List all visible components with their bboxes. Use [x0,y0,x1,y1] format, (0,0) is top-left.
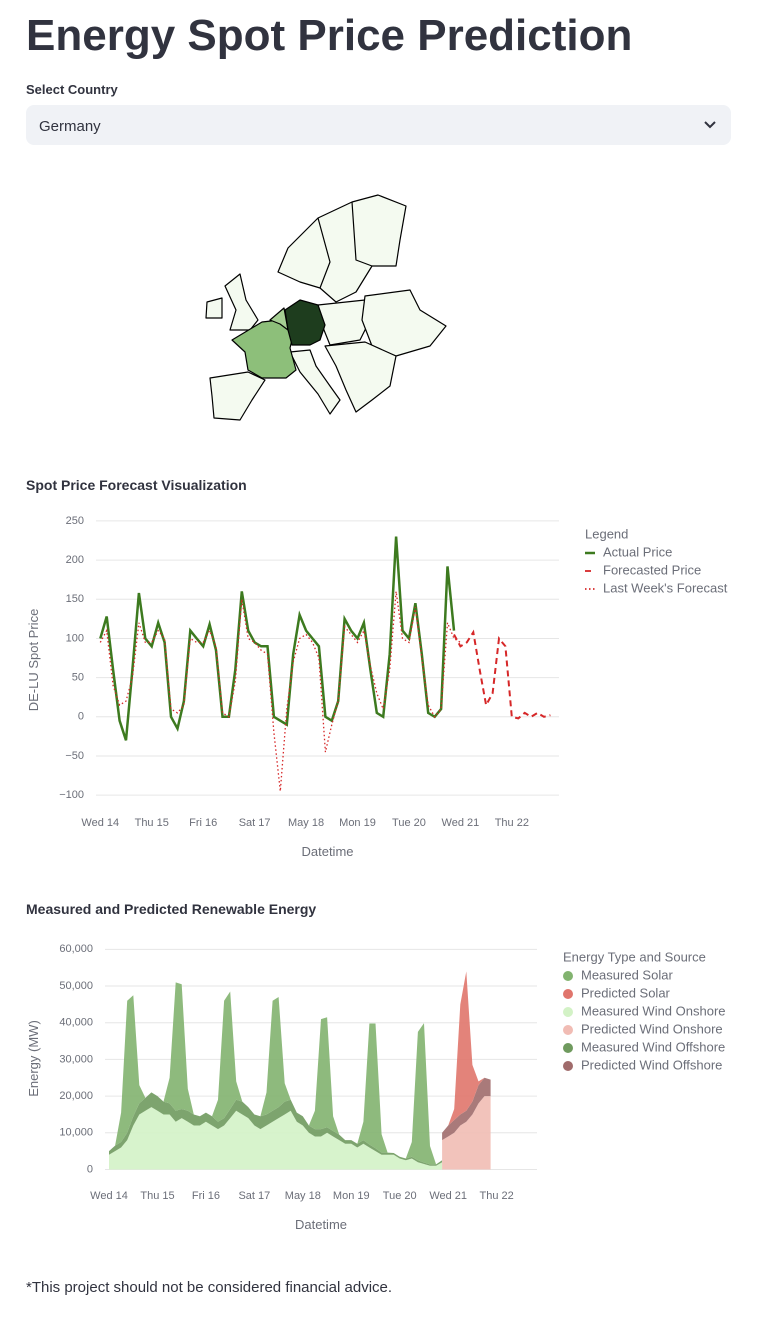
y-tick-label: 200 [66,554,84,566]
x-tick-label: Mon 19 [333,1190,370,1202]
chart-title: Measured and Predicted Renewable Energy [26,901,316,917]
select-value[interactable]: Germany [39,118,101,135]
country [317,299,371,346]
energy-area [442,971,491,1133]
y-tick-label: 0 [78,711,84,723]
x-tick-label: Thu 15 [135,817,169,829]
y-tick-label: 60,000 [59,943,93,955]
legend-title: Energy Type and Source [563,949,706,964]
x-tick-label: Sat 17 [238,1190,270,1202]
legend-label: Predicted Wind Offshore [581,1057,722,1072]
y-tick-label: 50 [72,672,84,684]
select-box[interactable] [26,105,731,145]
x-axis-title: Datetime [295,1217,347,1232]
legend-label: Forecasted Price [603,562,701,577]
x-tick-label: Thu 22 [495,817,529,829]
y-tick-label: 0 [87,1163,93,1175]
legend-label: Measured Wind Offshore [581,1039,725,1054]
y-tick-label: 50,000 [59,980,93,992]
page-title: Energy Spot Price Prediction [26,11,632,60]
y-tick-label: 150 [66,593,84,605]
border [317,201,373,289]
x-tick-label: Tue 20 [383,1190,417,1202]
price-line [453,629,551,720]
y-axis-title: Energy (MW) [26,1020,41,1097]
country [324,341,397,413]
y-tick-label: 100 [66,632,84,644]
y-tick-label: 40,000 [59,1017,93,1029]
chevron[interactable] [704,121,716,129]
y-tick-label: 250 [66,515,84,527]
country [224,273,259,331]
chart-title: Spot Price Forecast Visualization [26,477,247,493]
select-label: Select Country [26,82,119,97]
europe-map [205,194,447,421]
energy-area [109,982,443,1165]
legend: Legend Actual Price Forecasted Price Last W… [585,526,728,595]
legend-title: Legend [585,526,628,541]
energy-area [442,1077,491,1141]
country [289,349,341,415]
x-axis-title: Datetime [301,844,353,859]
x-tick-label: Fri 16 [189,817,217,829]
footnote: *This project should not be considered f… [26,1279,392,1296]
price-line [99,591,461,792]
y-tick-label: 20,000 [59,1090,93,1102]
y-tick-label: −50 [65,750,84,762]
x-tick-label: Thu 22 [480,1190,514,1202]
energy-area [442,1096,491,1170]
legend-label: Actual Price [603,544,672,559]
x-tick-label: Tue 20 [392,817,426,829]
energy-area [109,1092,443,1166]
legend-label: Predicted Wind Onshore [581,1021,723,1036]
legend-swatch [563,1061,573,1071]
legend-label: Predicted Solar [581,985,671,1000]
x-tick-label: Wed 21 [442,817,480,829]
legend-label: Measured Solar [581,967,673,982]
y-tick-label: 30,000 [59,1053,93,1065]
x-tick-label: Thu 15 [140,1190,174,1202]
legend-label: Measured Wind Onshore [581,1003,726,1018]
country-select[interactable]: Germany [26,105,731,145]
x-tick-label: Wed 21 [429,1190,467,1202]
country [205,297,223,319]
country-germany [284,299,326,346]
country [209,371,266,421]
country [277,194,407,303]
y-tick-label: −100 [59,789,84,801]
legend-swatch [563,989,573,999]
x-tick-label: May 18 [285,1190,321,1202]
x-tick-label: May 18 [288,817,324,829]
legend-label: Last Week's Forecast [603,580,728,595]
legend-swatch [563,1025,573,1035]
legend: Energy Type and Source Measured Solar Pred… [563,949,726,1072]
energy-area [109,1107,443,1170]
x-tick-label: Fri 16 [192,1190,220,1202]
legend-swatch [563,1043,573,1053]
legend-swatch [563,971,573,981]
x-tick-label: Wed 14 [81,817,119,829]
y-tick-label: 10,000 [59,1127,93,1139]
y-axis-title: DE-LU Spot Price [26,609,41,712]
x-tick-label: Wed 14 [90,1190,128,1202]
x-tick-label: Mon 19 [339,817,376,829]
x-tick-label: Sat 17 [239,817,271,829]
country [361,289,447,357]
legend-swatch [563,1007,573,1017]
price-line [99,536,456,741]
